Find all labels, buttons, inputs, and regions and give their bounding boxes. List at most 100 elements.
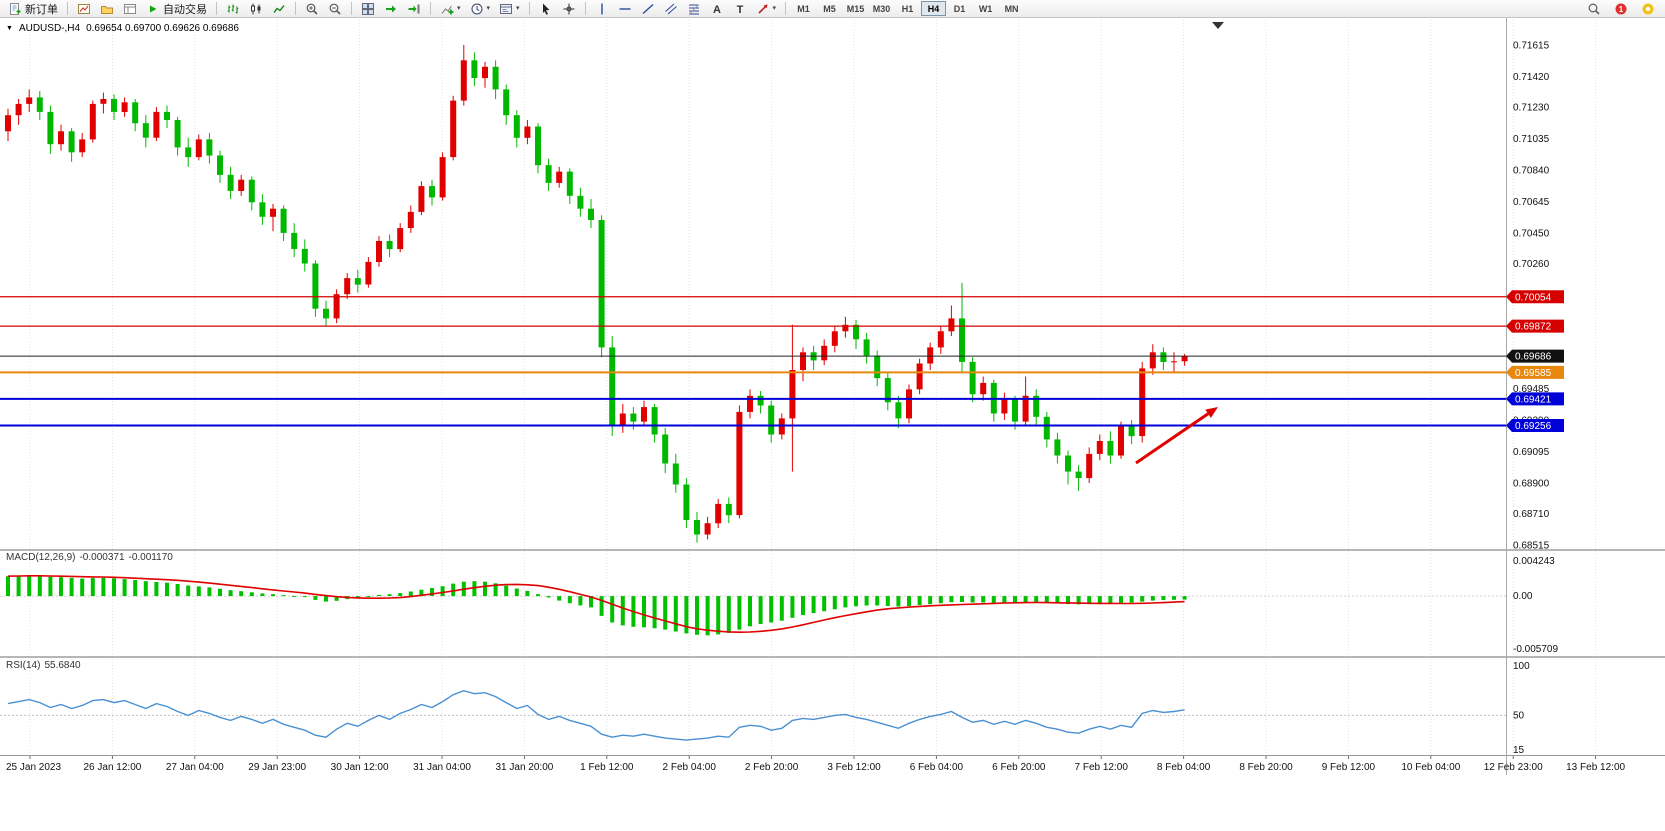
new-order-button[interactable]: 新订单 [4, 1, 62, 17]
svg-text:2 Feb 04:00: 2 Feb 04:00 [663, 762, 717, 773]
bar-chart-icon [227, 4, 239, 13]
timeframe-m1-button[interactable]: M1 [791, 1, 816, 16]
timeframe-m30-button[interactable]: M30 [869, 1, 894, 16]
auto-scroll-button[interactable] [380, 1, 402, 17]
timeframe-m15-button[interactable]: M15 [843, 1, 868, 16]
timeframe-mn-button[interactable]: MN [999, 1, 1024, 16]
toolbar-separator [584, 2, 586, 15]
dropdown-caret-icon: ▾ [516, 5, 520, 12]
chart-shift-marker[interactable] [1212, 22, 1224, 29]
price-tag [1506, 418, 1564, 432]
templates-icon [500, 3, 513, 14]
svg-text:6 Feb 20:00: 6 Feb 20:00 [992, 762, 1046, 773]
main-toolbar: 新订单 自动交易 ▾ ▾ ▾ A T ▾ M1 M5 M15 M30 H1 H4… [0, 0, 1665, 18]
chart-shift-button[interactable] [403, 1, 425, 17]
price-line-objects[interactable] [0, 296, 1506, 427]
horizontal-line-button[interactable] [614, 1, 636, 17]
autotrading-label: 自动交易 [163, 3, 207, 16]
svg-text:0.70840: 0.70840 [1513, 166, 1550, 177]
zoom-out-icon [329, 3, 341, 15]
toolbar-separator [351, 2, 352, 15]
svg-text:0.69872: 0.69872 [1515, 322, 1552, 333]
toolbar-separator [528, 2, 530, 15]
toolbar-right-group: 1 [1583, 1, 1661, 17]
arrow-annotation[interactable] [1135, 407, 1218, 465]
line-chart-button[interactable] [268, 1, 290, 17]
toolbar-separator [216, 2, 217, 15]
svg-text:8 Feb 04:00: 8 Feb 04:00 [1157, 762, 1211, 773]
horizontal-line-icon [619, 7, 631, 10]
timeframe-d1-button[interactable]: D1 [947, 1, 972, 16]
candlestick-chart-button[interactable] [245, 1, 267, 17]
toolbar-separator [295, 2, 296, 15]
candlesticks[interactable] [5, 45, 1188, 543]
arrows-button[interactable]: ▾ [752, 1, 781, 17]
macd-signal-value: -0.001170 [128, 552, 173, 563]
notifications-button[interactable]: 1 [1610, 1, 1632, 17]
fibonacci-button[interactable] [683, 1, 705, 17]
grid-lines [29, 20, 1597, 755]
autotrading-button[interactable]: 自动交易 [142, 1, 211, 17]
toolbar-separator [430, 2, 431, 15]
line-chart-icon [273, 4, 285, 13]
zoom-in-button[interactable] [301, 1, 323, 17]
rsi-pane [0, 689, 1506, 741]
cursor-button[interactable] [535, 1, 557, 17]
timeframe-w1-button[interactable]: W1 [973, 1, 998, 16]
cursor-arrow-icon [542, 3, 550, 15]
svg-text:8 Feb 20:00: 8 Feb 20:00 [1239, 762, 1293, 773]
rsi-indicator-label: RSI(14) 55.6840 [6, 660, 81, 671]
tile-windows-button[interactable] [357, 1, 379, 17]
svg-text:0.69585: 0.69585 [1515, 368, 1552, 379]
macd-indicator-label: MACD(12,26,9) -0.000371 -0.001170 [6, 552, 173, 563]
bar-chart-button[interactable] [222, 1, 244, 17]
svg-text:0.68900: 0.68900 [1513, 478, 1550, 489]
profiles-button[interactable] [96, 1, 118, 17]
community-icon [1642, 3, 1654, 14]
equidistant-channel-button[interactable] [660, 1, 682, 17]
periods-button[interactable]: ▾ [466, 1, 495, 17]
svg-text:0.69485: 0.69485 [1513, 384, 1550, 395]
fibonacci-retracement-icon [688, 3, 699, 14]
new-chart-button[interactable] [73, 1, 95, 17]
text-icon: A [713, 4, 721, 16]
data-window-button[interactable] [119, 1, 141, 17]
svg-text:0.69256: 0.69256 [1515, 421, 1552, 432]
auto-scroll-icon [386, 5, 396, 12]
svg-text:0.70054: 0.70054 [1515, 292, 1552, 303]
trendline-icon [642, 3, 654, 14]
one-click-trading-toggle-icon[interactable]: ▼ [6, 25, 13, 32]
timeframe-h4-button[interactable]: H4 [921, 1, 947, 16]
price-tag [1506, 392, 1564, 406]
svg-text:50: 50 [1513, 710, 1525, 721]
community-button[interactable] [1637, 1, 1659, 17]
text-label-icon: T [736, 4, 743, 16]
text-button[interactable]: A [706, 1, 728, 17]
search-button[interactable] [1583, 1, 1605, 17]
indicators-button[interactable]: ▾ [436, 1, 465, 17]
chart-symbol-period: AUDUSD-,H4 [18, 23, 81, 34]
svg-text:0.69095: 0.69095 [1513, 447, 1550, 458]
timeframe-h1-button[interactable]: H1 [895, 1, 920, 16]
arrows-icon [757, 3, 768, 14]
new-chart-icon [78, 3, 90, 14]
svg-text:A: A [713, 4, 721, 16]
svg-text:26 Jan 12:00: 26 Jan 12:00 [83, 762, 141, 773]
chart-ohlc-values: 0.69654 0.69700 0.69626 0.69686 [86, 23, 239, 34]
svg-text:13 Feb 12:00: 13 Feb 12:00 [1566, 762, 1625, 773]
price-tag [1506, 365, 1564, 379]
text-label-button[interactable]: T [729, 1, 751, 17]
timeframe-m5-button[interactable]: M5 [817, 1, 842, 16]
crosshair-button[interactable] [558, 1, 580, 17]
trendline-button[interactable] [637, 1, 659, 17]
dropdown-caret-icon: ▾ [772, 5, 777, 12]
vertical-line-button[interactable] [591, 1, 613, 17]
svg-text:0.70645: 0.70645 [1513, 197, 1550, 208]
svg-text:0.71615: 0.71615 [1513, 41, 1550, 52]
notification-count: 1 [1619, 5, 1624, 14]
svg-text:25 Jan 2023: 25 Jan 2023 [6, 762, 61, 773]
zoom-out-button[interactable] [324, 1, 346, 17]
svg-text:1 Feb 12:00: 1 Feb 12:00 [580, 762, 634, 773]
templates-button[interactable]: ▾ [495, 1, 524, 17]
